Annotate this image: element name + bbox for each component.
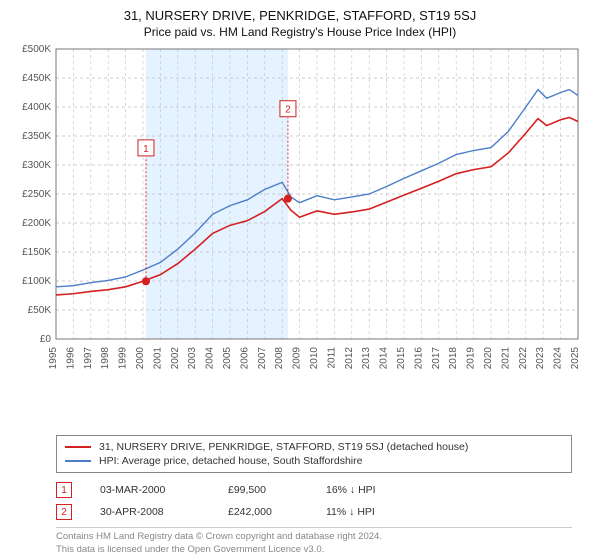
svg-text:2000: 2000	[135, 347, 146, 370]
svg-text:£450K: £450K	[22, 73, 51, 84]
legend: 31, NURSERY DRIVE, PENKRIDGE, STAFFORD, …	[56, 435, 572, 473]
svg-text:2001: 2001	[152, 347, 163, 370]
svg-text:2006: 2006	[239, 347, 250, 370]
svg-text:2025: 2025	[570, 347, 581, 370]
svg-text:2009: 2009	[292, 347, 303, 370]
svg-text:2011: 2011	[326, 347, 337, 369]
svg-text:£250K: £250K	[22, 189, 51, 200]
svg-text:£400K: £400K	[22, 102, 51, 113]
svg-text:1998: 1998	[100, 347, 111, 370]
svg-text:2016: 2016	[413, 347, 424, 370]
event-price: £242,000	[228, 506, 298, 518]
svg-text:2: 2	[285, 105, 291, 116]
svg-text:2005: 2005	[222, 347, 233, 370]
svg-text:£100K: £100K	[22, 276, 51, 287]
chart-container: 31, NURSERY DRIVE, PENKRIDGE, STAFFORD, …	[0, 0, 600, 560]
svg-text:2021: 2021	[500, 347, 511, 370]
chart-subtitle: Price paid vs. HM Land Registry's House …	[10, 25, 590, 39]
svg-text:2015: 2015	[396, 347, 407, 370]
event-date: 30-APR-2008	[100, 506, 200, 518]
svg-text:£150K: £150K	[22, 247, 51, 258]
svg-text:£200K: £200K	[22, 218, 51, 229]
svg-text:£300K: £300K	[22, 160, 51, 171]
footer-line: This data is licensed under the Open Gov…	[56, 544, 572, 556]
svg-text:2007: 2007	[257, 347, 268, 370]
svg-text:2023: 2023	[535, 347, 546, 370]
svg-text:1997: 1997	[83, 347, 94, 370]
legend-item: 31, NURSERY DRIVE, PENKRIDGE, STAFFORD, …	[65, 440, 563, 454]
svg-text:£50K: £50K	[28, 305, 52, 316]
svg-text:£350K: £350K	[22, 131, 51, 142]
svg-text:1: 1	[143, 144, 149, 155]
event-row: 2 30-APR-2008 £242,000 11% ↓ HPI	[56, 501, 572, 523]
svg-text:£500K: £500K	[22, 44, 51, 55]
event-hpi: 11% ↓ HPI	[326, 506, 375, 518]
svg-text:2008: 2008	[274, 347, 285, 370]
svg-text:2013: 2013	[361, 347, 372, 370]
footer-line: Contains HM Land Registry data © Crown c…	[56, 531, 572, 543]
events-table: 1 03-MAR-2000 £99,500 16% ↓ HPI 2 30-APR…	[56, 479, 572, 523]
svg-text:2012: 2012	[344, 347, 355, 370]
legend-label: 31, NURSERY DRIVE, PENKRIDGE, STAFFORD, …	[99, 441, 468, 453]
svg-text:2003: 2003	[187, 347, 198, 370]
svg-text:2002: 2002	[170, 347, 181, 370]
legend-item: HPI: Average price, detached house, Sout…	[65, 454, 563, 468]
chart-title: 31, NURSERY DRIVE, PENKRIDGE, STAFFORD, …	[10, 8, 590, 23]
event-date: 03-MAR-2000	[100, 484, 200, 496]
chart-plot: £0 £50K £100K £150K £200K £250K £300K £350K £400…	[10, 43, 590, 431]
event-row: 1 03-MAR-2000 £99,500 16% ↓ HPI	[56, 479, 572, 501]
svg-text:1999: 1999	[118, 347, 129, 370]
svg-text:1996: 1996	[65, 347, 76, 370]
svg-text:2020: 2020	[483, 347, 494, 370]
svg-text:1995: 1995	[48, 347, 59, 370]
svg-text:2014: 2014	[379, 347, 390, 370]
event-marker: 2	[56, 504, 72, 520]
footer: Contains HM Land Registry data © Crown c…	[56, 527, 572, 556]
svg-text:2019: 2019	[466, 347, 477, 370]
svg-text:2010: 2010	[309, 347, 320, 370]
legend-label: HPI: Average price, detached house, Sout…	[99, 455, 362, 467]
legend-swatch	[65, 446, 91, 448]
svg-text:£0: £0	[40, 334, 52, 345]
event-hpi: 16% ↓ HPI	[326, 484, 376, 496]
legend-swatch	[65, 460, 91, 462]
svg-text:2018: 2018	[448, 347, 459, 370]
event-marker: 1	[56, 482, 72, 498]
svg-text:2004: 2004	[205, 347, 216, 370]
chart-svg: £0 £50K £100K £150K £200K £250K £300K £350K £400…	[10, 43, 590, 383]
event-price: £99,500	[228, 484, 298, 496]
svg-text:2024: 2024	[553, 347, 564, 370]
svg-text:2017: 2017	[431, 347, 442, 370]
svg-text:2022: 2022	[518, 347, 529, 370]
